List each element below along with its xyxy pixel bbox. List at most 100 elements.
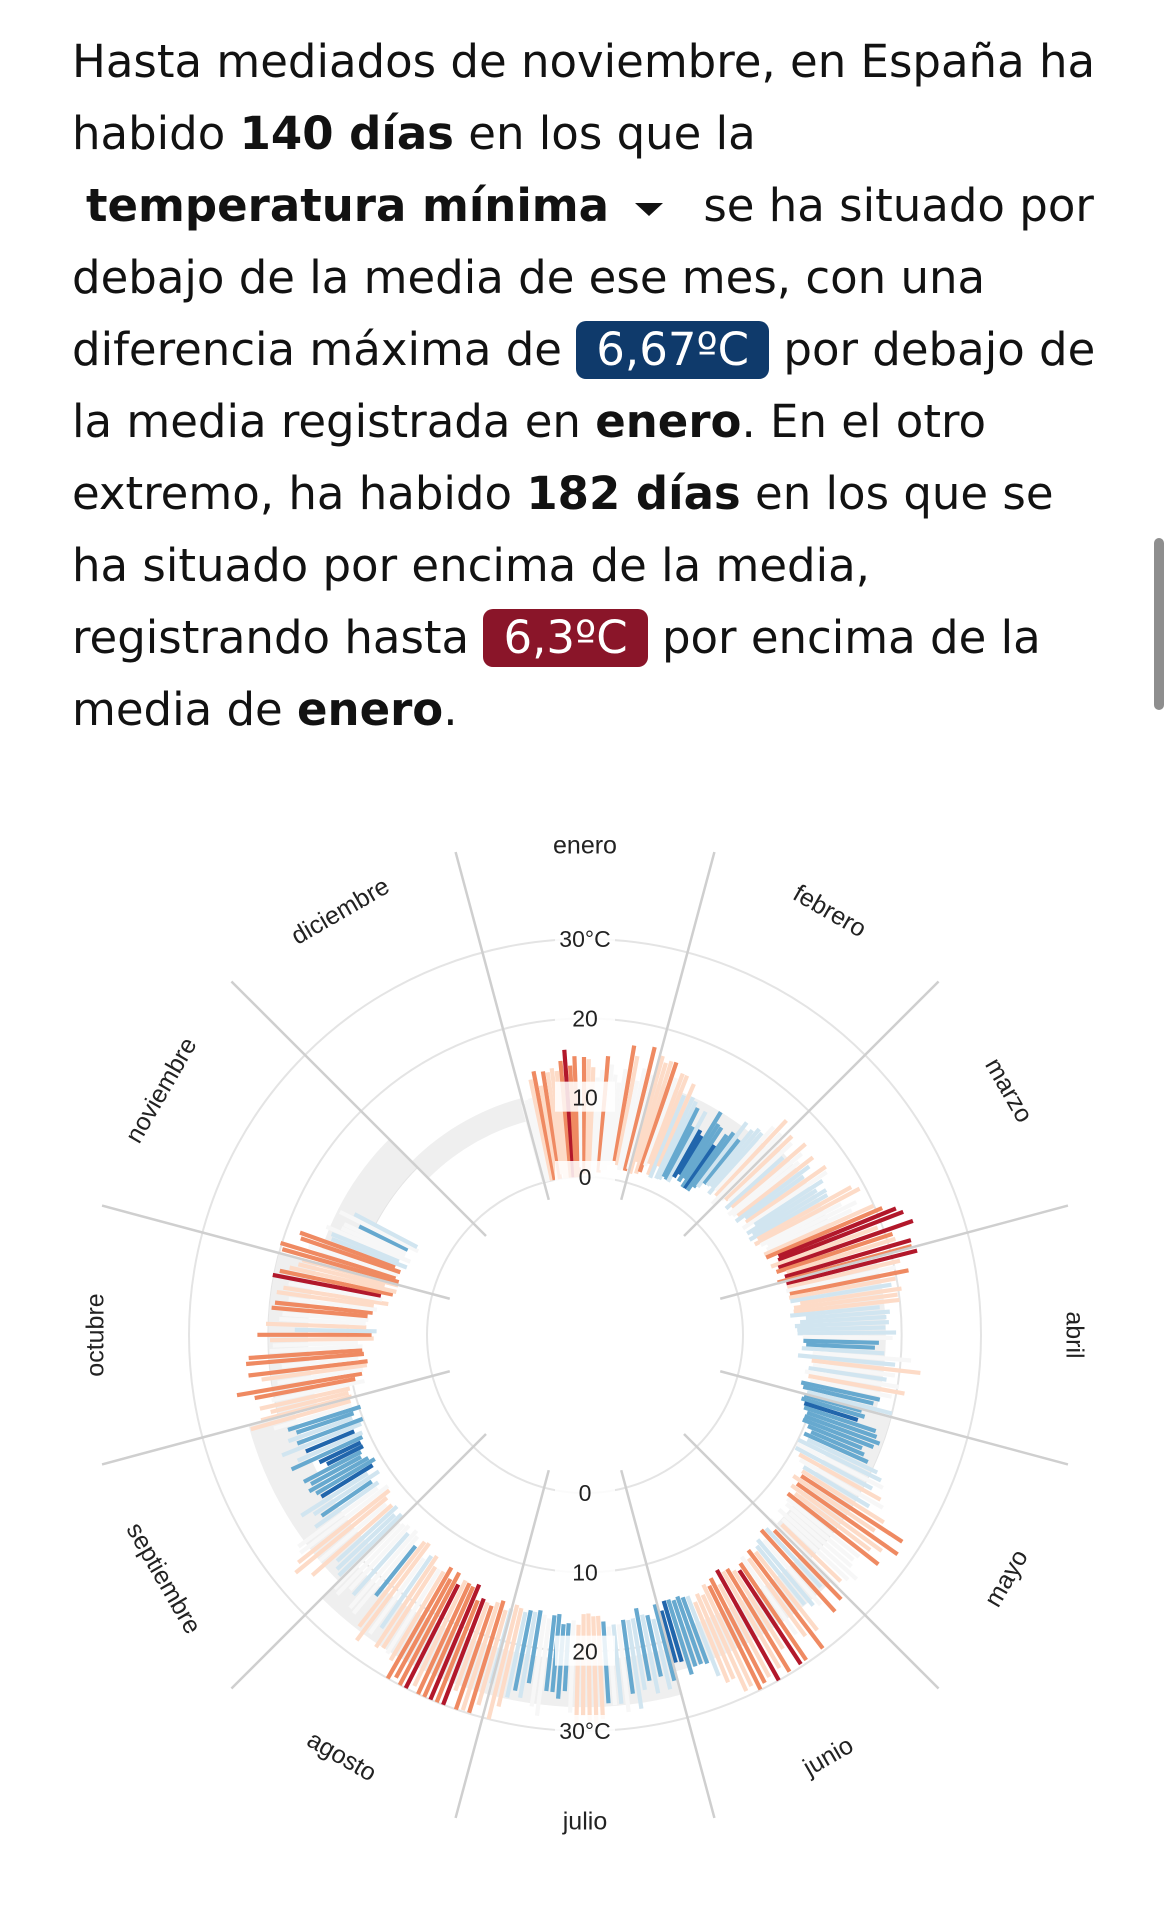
day-bar — [661, 1107, 700, 1178]
day-bar — [803, 1338, 879, 1345]
day-bar — [784, 1502, 855, 1562]
day-bar — [802, 1384, 874, 1406]
day-bar — [753, 1550, 819, 1632]
metric-dropdown[interactable]: temperatura mínima — [72, 170, 689, 242]
radial-tick-label-bottom: 20 — [572, 1639, 598, 1665]
day-bar — [271, 1305, 368, 1319]
day-bar — [759, 1202, 843, 1247]
day-bar — [772, 1528, 843, 1601]
day-bar — [287, 1404, 362, 1432]
day-bar — [453, 1605, 494, 1711]
day-bar — [271, 1378, 365, 1403]
day-bar — [385, 1566, 454, 1680]
day-bar — [290, 1435, 364, 1472]
month-spoke — [101, 1204, 451, 1300]
metric-dropdown-label: temperatura mínima — [86, 179, 610, 232]
day-bar — [675, 1595, 704, 1665]
day-bar — [374, 1544, 418, 1598]
day-bar — [764, 1527, 823, 1589]
day-bar — [744, 1164, 827, 1225]
warm-max-badge: 6,3ºC — [483, 609, 648, 667]
day-bar — [753, 1186, 861, 1247]
day-bar — [746, 1557, 808, 1638]
day-bar — [807, 1424, 863, 1451]
day-bar — [318, 1502, 388, 1563]
month-label-enero: enero — [553, 832, 617, 860]
day-bar — [657, 1100, 698, 1181]
day-bar — [529, 1614, 547, 1707]
day-bar — [294, 1327, 377, 1334]
day-bar — [677, 1134, 704, 1176]
day-bar — [300, 1236, 401, 1275]
day-bar — [460, 1601, 500, 1711]
day-bar — [428, 1583, 482, 1701]
radial-tick-label-top: 0 — [579, 1164, 592, 1190]
day-bar — [374, 1554, 439, 1649]
day-bar — [803, 1393, 863, 1413]
day-bar — [751, 1188, 828, 1236]
day-bar — [786, 1258, 901, 1290]
day-bar — [797, 1330, 897, 1336]
day-bar — [272, 1272, 382, 1298]
day-bar — [544, 1615, 557, 1692]
tick-bg — [555, 923, 615, 953]
day-bar — [652, 1603, 677, 1682]
day-bar — [785, 1248, 918, 1286]
day-bar — [806, 1410, 878, 1439]
tick-bg — [555, 1556, 615, 1587]
day-bar — [766, 1208, 853, 1252]
day-bar — [790, 1483, 883, 1553]
day-bar — [616, 1624, 631, 1713]
day-bar — [330, 1237, 408, 1270]
day-bar — [626, 1619, 644, 1710]
day-bar — [762, 1538, 823, 1607]
day-bar — [558, 1060, 573, 1178]
tick-bg — [555, 1477, 615, 1507]
day-bar — [245, 1351, 365, 1367]
day-bar — [289, 1265, 397, 1294]
day-bar — [358, 1224, 409, 1252]
day-bar — [721, 1570, 782, 1670]
day-bar — [254, 1376, 356, 1401]
day-bar — [810, 1430, 865, 1457]
day-bar — [707, 1131, 764, 1196]
cold-days-count: 140 días — [239, 107, 454, 160]
day-bar — [702, 1138, 741, 1186]
month-label-octubre: octubre — [82, 1293, 110, 1376]
day-bar — [596, 1615, 605, 1720]
day-bar — [796, 1442, 884, 1490]
day-bar — [811, 1358, 921, 1375]
day-bar — [265, 1321, 367, 1330]
day-bar — [809, 1378, 893, 1399]
month-spoke — [683, 1433, 940, 1690]
day-bar — [724, 1134, 794, 1202]
day-bar — [412, 1579, 468, 1687]
day-bar — [663, 1125, 695, 1181]
radial-temperature-chart: 0 10 20 30°C 0 10 20 30°C enero febrero marzo abri… — [82, 832, 1089, 1836]
day-bar — [614, 1055, 640, 1166]
day-bar — [777, 1209, 904, 1263]
day-bar — [538, 1085, 560, 1180]
day-bar — [804, 1369, 900, 1390]
day-bar — [672, 1129, 703, 1179]
day-bar — [793, 1297, 900, 1314]
day-bar — [666, 1110, 708, 1183]
daily-bars — [236, 1045, 921, 1728]
day-bar — [320, 1463, 374, 1499]
scrollbar[interactable] — [1154, 538, 1164, 710]
day-bar — [800, 1469, 885, 1525]
radial-tick-label-top: 30°C — [559, 926, 610, 952]
day-bar — [671, 1599, 698, 1667]
day-bar — [453, 1601, 490, 1692]
day-bar — [717, 1583, 772, 1678]
day-bar — [786, 1491, 880, 1566]
day-bar — [648, 1094, 687, 1179]
day-bar — [797, 1325, 886, 1332]
tick-bg — [555, 1635, 615, 1666]
day-bar — [250, 1398, 352, 1432]
day-bar — [799, 1314, 887, 1325]
day-bar — [335, 1513, 397, 1571]
day-bar — [351, 1531, 410, 1597]
day-bar — [385, 1568, 442, 1655]
radial-tick-label-top: 20 — [572, 1005, 598, 1031]
